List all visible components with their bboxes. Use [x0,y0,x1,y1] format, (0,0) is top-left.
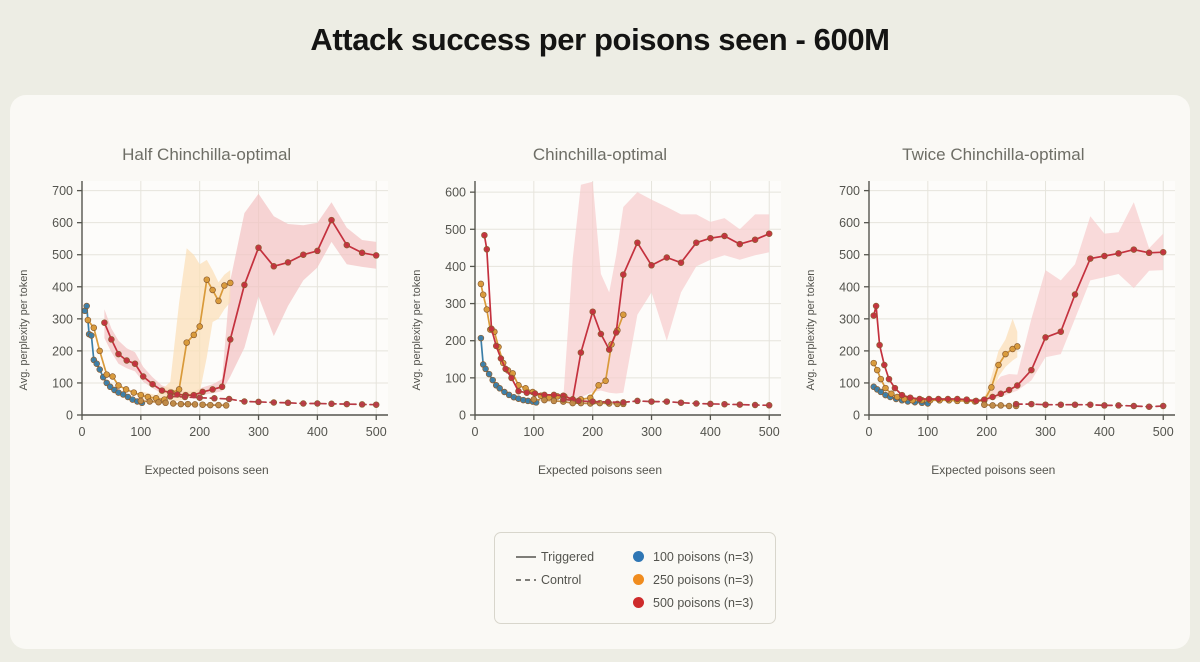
x-axis-label: Expected poisons seen [931,463,1056,477]
svg-text:0: 0 [79,425,86,439]
svg-text:0: 0 [66,409,73,423]
svg-text:500: 500 [839,248,860,262]
legend-item-triggered: Triggered [511,545,623,568]
legend-label: 250 poisons (n=3) [653,572,754,587]
panels-row: Half Chinchilla-optimal Avg. perplexity … [10,95,1190,495]
solid-line-icon [511,552,541,562]
legend-label: Triggered [541,549,595,564]
svg-text:300: 300 [1035,425,1056,439]
svg-text:300: 300 [839,312,860,326]
svg-text:100: 100 [445,371,466,385]
svg-text:100: 100 [130,425,151,439]
svg-text:700: 700 [839,184,860,198]
panel-title: Chinchilla-optimal [532,145,668,164]
svg-text:300: 300 [641,425,662,439]
svg-text:200: 200 [976,425,997,439]
svg-text:700: 700 [52,184,73,198]
svg-text:200: 200 [52,344,73,358]
svg-text:400: 400 [445,260,466,274]
svg-text:600: 600 [839,216,860,230]
chart-legend: Triggered Control 100 poisons (n=3) 250 … [494,532,776,624]
panel-half-chinchilla: Half Chinchilla-optimal Avg. perplexity … [10,95,403,495]
panel-title: Twice Chinchilla-optimal [902,145,1085,164]
svg-text:400: 400 [1094,425,1115,439]
x-axis-label: Expected poisons seen [537,463,663,477]
svg-text:200: 200 [445,334,466,348]
svg-text:0: 0 [865,425,872,439]
svg-text:500: 500 [366,425,387,439]
circle-marker-icon [623,597,653,608]
svg-text:400: 400 [700,425,721,439]
svg-text:300: 300 [445,297,466,311]
svg-text:100: 100 [839,376,860,390]
circle-marker-icon [623,551,653,562]
svg-text:500: 500 [445,223,466,237]
x-axis-label: Expected poisons seen [144,463,269,477]
legend-label: 500 poisons (n=3) [653,595,754,610]
circle-marker-icon [623,574,653,585]
panel-title: Half Chinchilla-optimal [122,145,292,164]
page-title: Attack success per poisons seen - 600M [310,22,890,57]
svg-text:400: 400 [839,280,860,294]
plot-svg-0: 0 100 200 300 400 500 600 700 0 100 200 300 400 500 [52,181,388,439]
legend-series-column: 100 poisons (n=3) 250 poisons (n=3) 500 … [623,545,775,623]
panel-twice-chinchilla: Twice Chinchilla-optimal Avg. perplexity… [797,95,1190,495]
panel-chinchilla: Chinchilla-optimal Avg. perplexity per t… [403,95,796,495]
legend-label: Control [541,572,582,587]
svg-text:400: 400 [52,280,73,294]
dashed-line-icon [511,575,541,585]
legend-label: 100 poisons (n=3) [653,549,754,564]
svg-text:0: 0 [853,409,860,423]
svg-text:100: 100 [52,376,73,390]
legend-item-100-poisons: 100 poisons (n=3) [623,545,775,568]
legend-item-500-poisons: 500 poisons (n=3) [623,591,775,614]
chart-card: Half Chinchilla-optimal Avg. perplexity … [10,95,1190,649]
svg-text:600: 600 [52,216,73,230]
svg-text:100: 100 [524,425,545,439]
plot-svg-2: 0 100 200 300 400 500 600 700 0 100 200 300 400 500 [839,181,1175,439]
svg-text:300: 300 [248,425,269,439]
svg-text:500: 500 [1152,425,1173,439]
svg-text:100: 100 [917,425,938,439]
svg-text:0: 0 [459,409,466,423]
svg-text:0: 0 [472,425,479,439]
svg-text:500: 500 [52,248,73,262]
svg-text:200: 200 [189,425,210,439]
legend-item-control: Control [511,568,623,591]
svg-text:400: 400 [307,425,328,439]
svg-text:300: 300 [52,312,73,326]
svg-text:500: 500 [759,425,780,439]
svg-text:200: 200 [583,425,604,439]
legend-style-column: Triggered Control [511,545,623,623]
svg-text:200: 200 [839,344,860,358]
legend-item-250-poisons: 250 poisons (n=3) [623,568,775,591]
plot-svg-1: 0 100 200 300 400 500 600 0 100 200 300 400 500 [445,181,782,439]
svg-text:600: 600 [445,186,466,200]
